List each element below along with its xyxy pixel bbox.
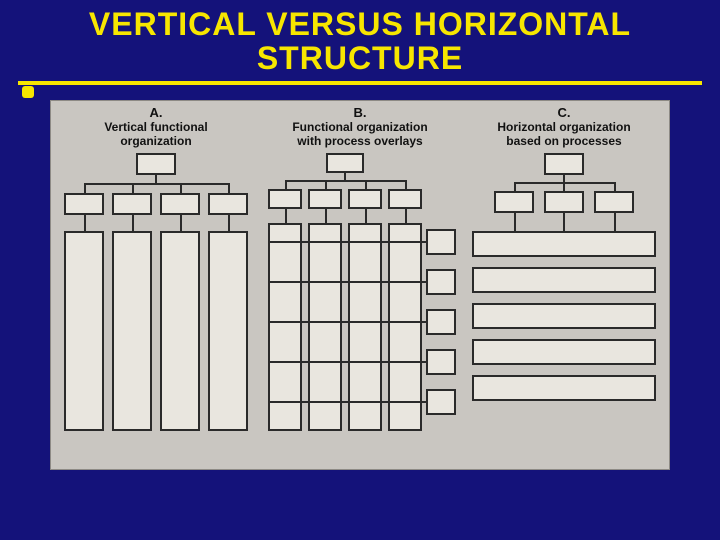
slide-title: VERTICAL VERSUS HORIZONTAL STRUCTURE: [0, 0, 720, 75]
connector: [84, 183, 228, 185]
connector: [325, 209, 327, 223]
column-b-letter: B.: [260, 106, 460, 121]
connector: [285, 180, 405, 182]
connector: [514, 213, 516, 231]
connector: [84, 215, 86, 231]
connector: [132, 215, 134, 231]
connector: [563, 175, 565, 182]
column-b: B. Functional organization with process …: [260, 106, 460, 464]
overlay-box: [426, 309, 456, 335]
diagram-b: [260, 153, 460, 453]
column-c-letter: C.: [464, 106, 664, 121]
column-a-line1: Vertical functional: [56, 121, 256, 135]
org-box: [544, 191, 584, 213]
org-box: [594, 191, 634, 213]
overlay-line: [268, 321, 426, 323]
connector: [514, 182, 516, 191]
org-box: [268, 189, 302, 209]
connector: [285, 180, 287, 189]
connector: [344, 173, 346, 180]
org-box: [348, 189, 382, 209]
connector: [614, 213, 616, 231]
connector: [325, 180, 327, 189]
title-underline: [18, 81, 702, 85]
column-a-line2: organization: [56, 135, 256, 149]
org-box: [308, 223, 342, 431]
diagram-a: [56, 153, 256, 453]
connector: [180, 183, 182, 193]
connector: [132, 183, 134, 193]
connector: [405, 209, 407, 223]
overlay-box: [426, 229, 456, 255]
column-b-line2: with process overlays: [260, 135, 460, 149]
process-row: [472, 375, 656, 401]
org-box: [208, 193, 248, 215]
connector: [228, 215, 230, 231]
connector: [180, 215, 182, 231]
org-structure-figure: A. Vertical functional organization: [50, 100, 670, 470]
org-box: [308, 189, 342, 209]
org-box: [208, 231, 248, 431]
org-box: [64, 193, 104, 215]
process-row: [472, 339, 656, 365]
org-box: [160, 231, 200, 431]
column-b-line1: Functional organization: [260, 121, 460, 135]
column-c-line2: based on processes: [464, 135, 664, 149]
overlay-box: [426, 269, 456, 295]
connector: [614, 182, 616, 191]
connector: [563, 182, 565, 191]
org-box: [494, 191, 534, 213]
overlay-box: [426, 389, 456, 415]
org-box: [544, 153, 584, 175]
org-box: [112, 231, 152, 431]
connector: [285, 209, 287, 223]
connector: [563, 213, 565, 231]
connector: [84, 183, 86, 193]
org-box: [268, 223, 302, 431]
overlay-line: [268, 281, 426, 283]
connector: [405, 180, 407, 189]
overlay-line: [268, 401, 426, 403]
org-box: [348, 223, 382, 431]
connector: [365, 209, 367, 223]
org-box: [64, 231, 104, 431]
overlay-line: [268, 361, 426, 363]
column-c: C. Horizontal organization based on proc…: [464, 106, 664, 464]
column-c-line1: Horizontal organization: [464, 121, 664, 135]
org-box: [112, 193, 152, 215]
column-a: A. Vertical functional organization: [56, 106, 256, 464]
column-a-letter: A.: [56, 106, 256, 121]
bullet-icon: [22, 86, 34, 98]
process-row: [472, 267, 656, 293]
column-c-label: C. Horizontal organization based on proc…: [464, 106, 664, 149]
process-row: [472, 303, 656, 329]
connector: [365, 180, 367, 189]
overlay-line: [268, 241, 426, 243]
org-box: [136, 153, 176, 175]
overlay-box: [426, 349, 456, 375]
org-box: [388, 189, 422, 209]
org-box: [160, 193, 200, 215]
column-a-label: A. Vertical functional organization: [56, 106, 256, 149]
org-box: [388, 223, 422, 431]
connector: [228, 183, 230, 193]
diagram-c: [464, 153, 664, 453]
column-b-label: B. Functional organization with process …: [260, 106, 460, 149]
connector: [155, 175, 157, 183]
process-row: [472, 231, 656, 257]
org-box: [326, 153, 364, 173]
